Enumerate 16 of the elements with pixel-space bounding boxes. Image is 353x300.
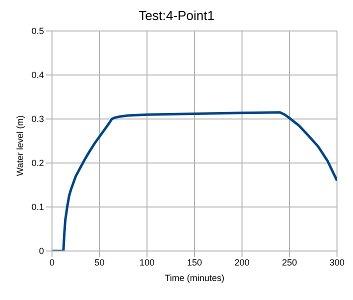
- x-tick-label: 50: [94, 257, 105, 268]
- x-tick-label: 100: [139, 257, 155, 268]
- y-tick-label: 0.2: [31, 158, 44, 168]
- y-tick-label: 0.3: [31, 114, 44, 124]
- y-tick-label: 0.4: [31, 70, 44, 80]
- y-tick-label: 0.1: [31, 202, 44, 212]
- y-axis-title: Water level (m): [15, 115, 26, 176]
- x-tick-label: 300: [329, 257, 345, 268]
- chart-title: Test:4-Point1: [138, 8, 216, 23]
- x-tick-label: 200: [234, 257, 250, 268]
- x-axis-title: Time (minutes): [164, 273, 224, 283]
- x-tick-label: 0: [49, 257, 55, 268]
- y-tick-label: 0: [38, 246, 44, 256]
- y-tick-label: 0.5: [31, 26, 44, 36]
- x-tick-label: 250: [282, 257, 298, 268]
- x-tick-label: 150: [186, 257, 202, 268]
